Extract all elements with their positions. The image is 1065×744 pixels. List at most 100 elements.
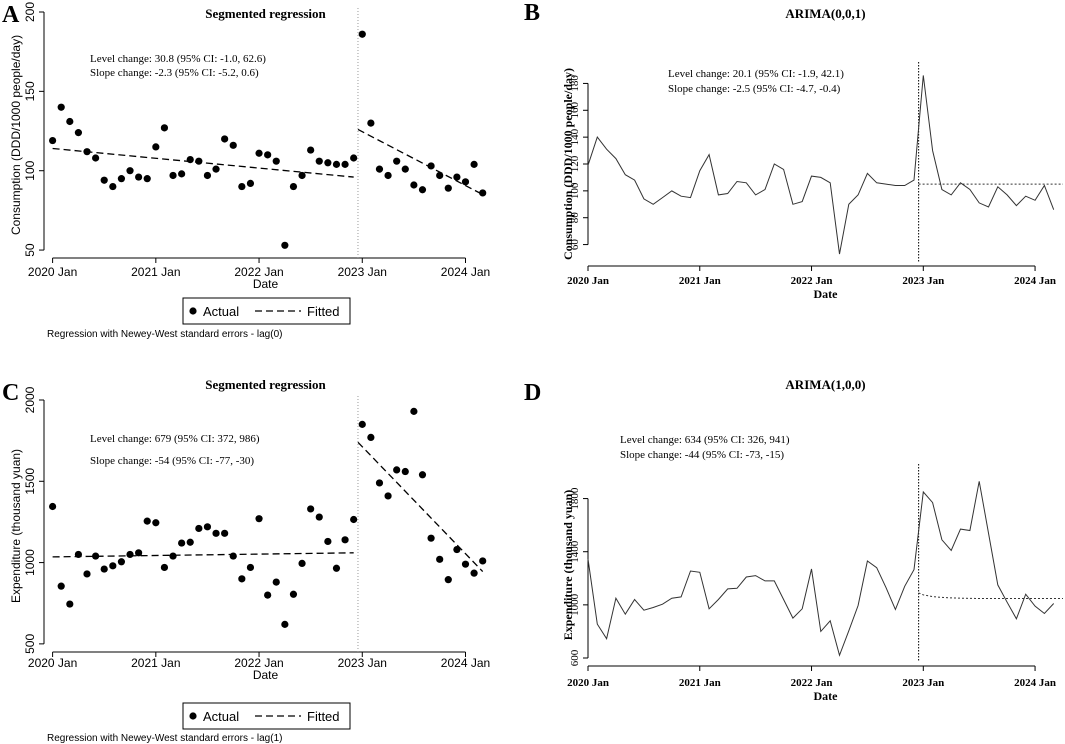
data-point [298, 559, 306, 567]
data-point [186, 156, 194, 164]
data-point [332, 564, 341, 572]
data-point [307, 505, 315, 513]
x-tick-label: 2020 Jan [567, 677, 609, 689]
x-tick-label: 2020 Jan [28, 265, 77, 279]
data-point [324, 159, 332, 167]
data-point [57, 582, 65, 590]
data-point [418, 186, 427, 194]
data-point [281, 241, 289, 249]
actual-series-line [587, 481, 1055, 657]
x-tick-label: 2021 Jan [679, 677, 721, 689]
data-point [393, 157, 401, 165]
data-point [367, 433, 375, 441]
legend-actual-label: Actual [203, 304, 239, 319]
data-point [272, 578, 280, 586]
annotation-text: Level change: 30.8 (95% CI: -1.0, 62.6) [90, 53, 266, 65]
data-point [212, 165, 220, 173]
data-point [350, 154, 358, 162]
data-point [100, 176, 108, 184]
data-point [83, 148, 91, 156]
data-point [212, 529, 220, 537]
data-point [350, 515, 358, 524]
data-point [229, 552, 237, 560]
data-point [444, 184, 452, 192]
data-point [401, 165, 409, 173]
y-tick-label: 500 [23, 634, 37, 654]
data-point [126, 550, 134, 559]
annotation-text: Level change: 679 (95% CI: 372, 986) [90, 433, 260, 445]
y-tick-label: 1500 [23, 468, 37, 495]
data-point [246, 563, 255, 572]
data-point [358, 30, 366, 38]
panel-letter: B [524, 0, 540, 26]
data-point [117, 558, 126, 566]
data-point [436, 171, 444, 180]
y-tick-label: 100 [569, 182, 581, 199]
x-tick-label: 2024 Jan [1014, 275, 1056, 287]
y-tick-label: 2000 [23, 386, 37, 413]
data-point [66, 117, 74, 126]
data-point [178, 170, 186, 178]
x-tick-label: 2022 Jan [791, 677, 833, 689]
x-tick-label: 2021 Jan [131, 656, 180, 670]
data-point [160, 124, 169, 132]
y-axis-label: Expenditure (thousand yuan) [9, 449, 23, 603]
data-point [324, 537, 332, 546]
data-point [298, 171, 306, 180]
data-point [238, 575, 246, 583]
data-point [229, 141, 237, 149]
data-point [255, 149, 263, 157]
data-point [272, 157, 280, 165]
data-point [109, 182, 117, 191]
data-point [436, 555, 444, 563]
y-tick-label: 1000 [23, 549, 37, 576]
fitted-line-segment [357, 128, 483, 196]
data-point [74, 550, 83, 559]
data-point [470, 160, 478, 168]
y-axis-label: Consumption (DDD/1000 people/day) [561, 68, 575, 260]
annotation-text: Slope change: -2.5 (95% CI: -4.7, -0.4) [668, 83, 841, 95]
data-point [135, 549, 143, 557]
data-point [453, 173, 461, 181]
panel-letter: C [2, 380, 19, 406]
x-axis-label: Date [253, 277, 279, 291]
data-point [117, 175, 126, 183]
y-tick-label: 150 [23, 81, 37, 101]
x-tick-label: 2022 Jan [234, 265, 283, 279]
legend-fitted-label: Fitted [307, 709, 340, 724]
annotation-text: Slope change: -2.3 (95% CI: -5.2, 0.6) [90, 67, 259, 79]
actual-series-line [587, 75, 1055, 255]
fitted-line-segment [357, 441, 484, 572]
data-point [74, 129, 83, 137]
x-tick-label: 2024 Jan [1014, 677, 1056, 689]
chart-title: Segmented regression [205, 6, 326, 21]
data-point [135, 173, 143, 181]
data-point [203, 171, 212, 180]
panel-d-arima-expenditure: D ARIMA(1,0,0) 600 1000 1400 1800 2020 Jan 2021… [524, 377, 1063, 703]
data-point [307, 146, 315, 154]
data-point [238, 182, 246, 191]
data-point [384, 171, 392, 180]
data-point [160, 563, 169, 572]
data-point [461, 178, 470, 186]
data-point [289, 590, 298, 598]
data-point [221, 529, 229, 537]
data-point [427, 534, 435, 542]
data-point [453, 545, 461, 554]
data-point [152, 143, 160, 151]
panel-c-segmented-expenditure: C Segmented regression 500 1000 1500 2000 2020… [2, 377, 490, 744]
annotation-text: Slope change: -44 (95% CI: -73, -15) [620, 449, 784, 461]
y-axis-label: Expenditure (thousand yuan) [561, 490, 575, 641]
y-tick-label: 160 [569, 102, 581, 119]
counterfactual-line [918, 592, 1063, 599]
data-point [100, 565, 108, 573]
data-point [289, 182, 298, 191]
data-point [246, 179, 255, 188]
data-point [375, 479, 384, 487]
data-point [92, 154, 100, 162]
data-point [169, 552, 177, 560]
x-tick-label: 2020 Jan [567, 275, 609, 287]
y-tick-label: 1400 [569, 540, 581, 563]
data-point [66, 600, 74, 608]
data-point [367, 119, 375, 127]
